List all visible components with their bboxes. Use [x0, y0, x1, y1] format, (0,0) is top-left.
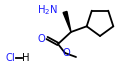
- Text: Cl: Cl: [5, 53, 15, 63]
- Text: H$_2$N: H$_2$N: [37, 3, 58, 17]
- Text: O: O: [62, 48, 70, 58]
- Text: O: O: [37, 34, 45, 44]
- Text: H: H: [22, 53, 30, 63]
- Polygon shape: [63, 11, 71, 32]
